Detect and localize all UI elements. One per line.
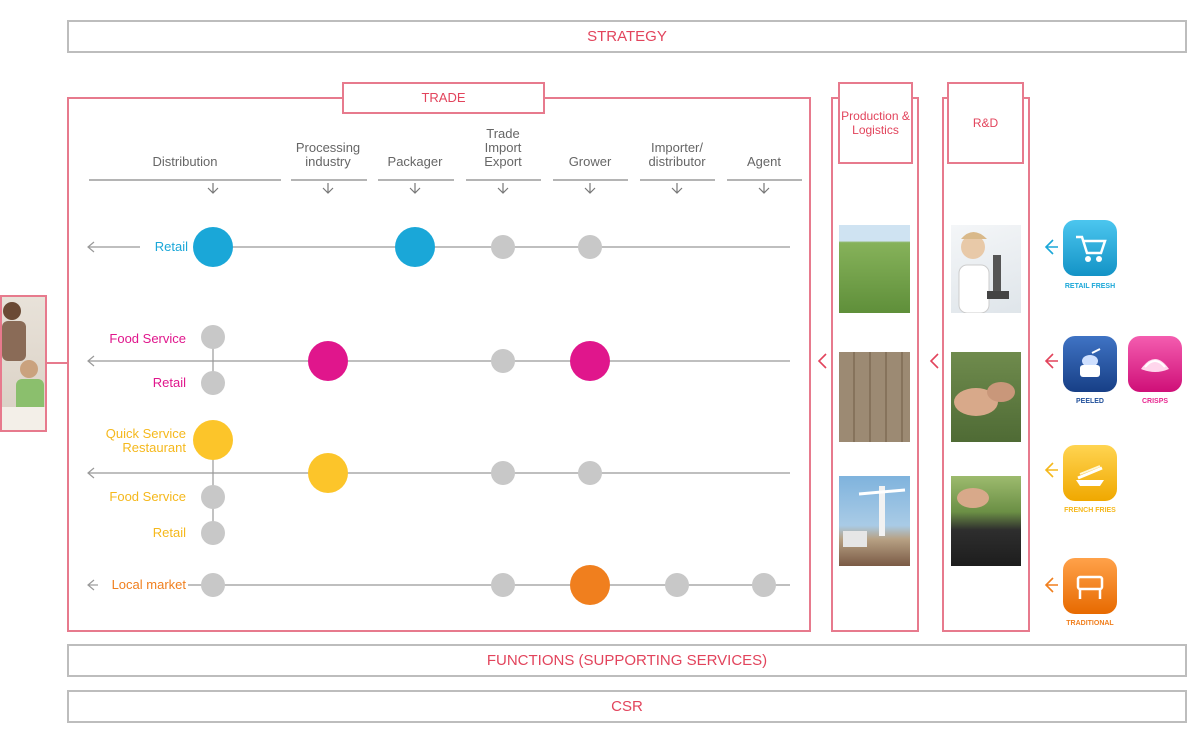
rnd-title-text: R&D [972,116,999,130]
production-title: Production & Logistics [838,82,913,164]
down-arrow-icon [322,183,334,194]
qsr-distribution-node [193,420,233,460]
col-packager: Packager [387,154,443,169]
qsr-processing-node [308,453,348,493]
harbour-crane-image [839,476,910,566]
rnd-title: R&D [947,82,1024,164]
row-label-qsr: Quick Service Restaurant [105,426,186,455]
crisps-product [1128,336,1182,392]
row-label-retail-3: Retail [152,525,186,540]
down-arrow-icon [409,183,421,194]
retail-distribution-node-2 [201,371,225,395]
left-arrow-icon [1044,462,1058,478]
down-arrow-icon [671,183,683,194]
csr-bar: CSR [67,690,1187,723]
left-arrow-icon [1044,353,1058,369]
local-trade-node [491,573,515,597]
left-arrow-icon [87,241,95,253]
retail-grower-node [578,235,602,259]
food-service-distribution-node-2 [201,485,225,509]
down-arrow-icon [758,183,770,194]
peeled-potato-icon [1080,348,1101,377]
local-distribution-node [201,573,225,597]
left-arrow-icon [87,467,95,479]
local-importer-node [665,573,689,597]
down-arrow-icon [207,183,219,194]
shopping-cart-icon [1076,235,1107,262]
food-processing-node [308,341,348,381]
production-title-text: Production & Logistics [841,109,910,137]
local-grower-node [570,565,610,605]
col-grower: Grower [568,154,612,169]
french-fries-label: FRENCH FRIES [1064,507,1116,514]
col-trade-import-export: Trade Import Export [484,126,522,169]
col-distribution: Distribution [152,154,218,169]
fries-icon [1076,465,1104,486]
plant-hands-image [951,352,1021,442]
retail-trade-node [491,235,515,259]
col-importer-distributor: Importer/ distributor [648,140,706,169]
col-agent: Agent [747,154,781,169]
retail-fresh-label: RETAIL FRESH [1064,283,1116,290]
left-arrow-icon [929,353,939,369]
functions-label: FUNCTIONS (SUPPORTING SERVICES) [486,652,768,669]
traditional-icon [1076,575,1104,599]
retail-fresh-product [1063,220,1117,276]
left-arrow-icon [1044,239,1058,255]
qsr-trade-node [491,461,515,485]
down-arrow-icon [584,183,596,194]
row-label-retail-2: Retail [152,375,186,390]
retail-packager-node [395,227,435,267]
warehouse-image [839,352,910,442]
food-grower-node [570,341,610,381]
peeled-product [1063,336,1117,392]
seedling-tray-image [951,476,1021,566]
row-label-food-service-2: Food Service [109,489,186,504]
functions-bar: FUNCTIONS (SUPPORTING SERVICES) [67,644,1187,677]
col-processing-industry: Processing industry [295,140,361,169]
trade-title: TRADE [342,82,545,114]
down-arrow-icon [497,183,509,194]
peeled-label: PEELED [1075,398,1104,405]
consumer-family-image [0,295,47,432]
strategy-bar: STRATEGY [67,20,1187,53]
retail-distribution-node [193,227,233,267]
crisps-label: CRISPS [1141,398,1169,405]
qsr-grower-node [578,461,602,485]
field-image [839,225,910,313]
traditional-label: TRADITIONAL [1066,620,1114,627]
food-trade-node [491,349,515,373]
row-label-food-service: Food Service [109,331,186,346]
local-agent-node [752,573,776,597]
retail-distribution-node-3 [201,521,225,545]
row-label-retail: Retail [154,239,188,254]
food-service-distribution-node [201,325,225,349]
row-label-local-market: Local market [111,577,186,592]
left-arrow-icon [1044,577,1058,593]
traditional-product [1063,558,1117,614]
down-arrow-icons [207,183,770,194]
crisps-icon [1141,359,1169,372]
lab-scientist-image [951,225,1021,313]
left-arrow-icon [87,355,95,367]
trade-title-text: TRADE [421,90,466,105]
french-fries-product [1063,445,1117,501]
left-arrow-icon [817,353,827,369]
csr-label: CSR [611,698,643,715]
strategy-label: STRATEGY [587,28,667,45]
left-arrow-icon [87,579,95,591]
